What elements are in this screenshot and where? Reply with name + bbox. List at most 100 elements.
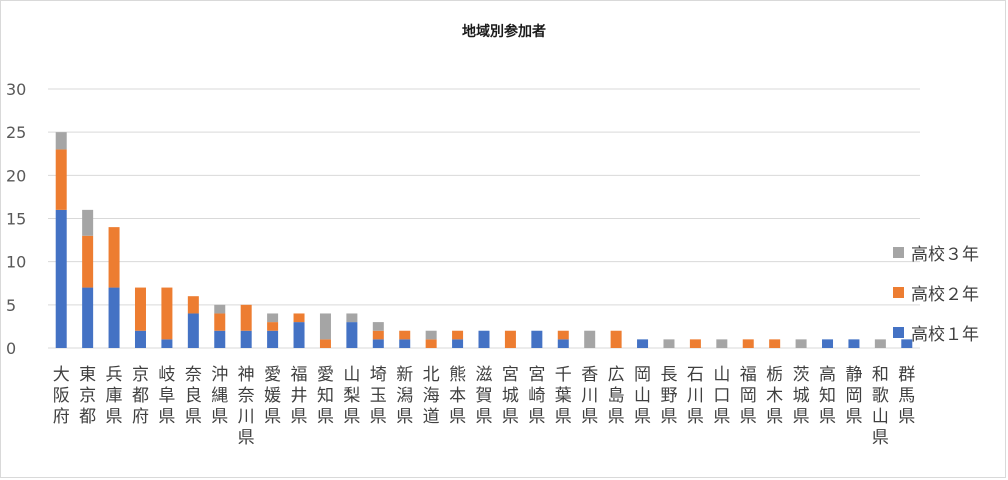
x-category-label: 岡山県 — [634, 365, 651, 427]
x-category-label: 高知県 — [819, 365, 836, 427]
x-category-label: 静岡県 — [845, 365, 862, 427]
bar-segment — [795, 339, 807, 348]
x-category-label: 岐阜県 — [158, 365, 175, 427]
x-axis-labels: 大阪府東京都兵庫県京都府岐阜県奈良県沖縄県神奈川県愛媛県福井県愛知県山梨県埼玉県… — [53, 365, 916, 448]
bar-segment — [769, 339, 781, 348]
x-category-label: 沖縄県 — [211, 365, 228, 427]
y-tick-label: 25 — [6, 123, 26, 142]
x-category-label: 宮城県 — [502, 365, 519, 427]
x-category-label: 大阪府 — [53, 365, 70, 427]
x-category-label: 福井県 — [291, 365, 308, 427]
bar-segment — [134, 287, 146, 331]
y-tick-label: 5 — [6, 296, 16, 315]
bar-segment — [267, 330, 279, 348]
x-category-label: 石川県 — [687, 365, 704, 427]
y-tick-label: 20 — [6, 166, 26, 185]
x-category-label: 愛知県 — [317, 365, 334, 427]
bar-segment — [267, 313, 279, 323]
x-category-label: 北海道 — [423, 365, 440, 427]
x-category-label: 山梨県 — [343, 365, 360, 427]
legend-label: 高校１年 — [911, 325, 979, 345]
legend-swatch — [893, 247, 904, 258]
x-category-label: 神奈川県 — [238, 365, 255, 448]
bar-segment — [346, 322, 358, 348]
legend-label: 高校３年 — [911, 245, 979, 265]
bar-segment — [848, 339, 860, 348]
bar-segment — [55, 149, 67, 210]
bar-segment — [610, 330, 622, 348]
bar-segment — [425, 330, 437, 340]
y-tick-label: 10 — [6, 253, 26, 272]
x-category-label: 兵庫県 — [106, 365, 123, 427]
x-category-label: 長野県 — [660, 365, 677, 427]
bar-segment — [240, 330, 252, 348]
bar-segment — [82, 209, 94, 236]
bar-segment — [399, 330, 411, 340]
x-category-label: 茨城県 — [793, 365, 810, 427]
x-category-label: 奈良県 — [185, 365, 202, 427]
bar-segment — [214, 304, 226, 314]
bar-segment — [874, 339, 886, 348]
legend-label: 高校２年 — [911, 285, 979, 305]
bar-segment — [187, 296, 199, 314]
bar-segment — [82, 287, 94, 348]
bar-segment — [742, 339, 754, 348]
bar-segment — [557, 339, 569, 348]
bar-segment — [399, 339, 411, 348]
bar-segment — [425, 339, 437, 348]
legend-swatch — [893, 287, 904, 298]
bar-segment — [134, 330, 146, 348]
bar-segment — [452, 330, 464, 340]
x-category-label: 山口県 — [713, 365, 730, 427]
bar-segment — [504, 330, 516, 348]
x-category-label: 京都府 — [132, 365, 149, 427]
bar-segment — [372, 339, 384, 348]
bar-segment — [187, 313, 199, 348]
chart-title: 地域別参加者 — [462, 24, 546, 40]
bar-segment — [161, 287, 173, 340]
bar-segment — [108, 287, 120, 348]
x-category-label: 栃木県 — [766, 365, 783, 427]
bar-segment — [214, 330, 226, 348]
bar-segment — [55, 209, 67, 348]
x-category-label: 群馬県 — [898, 365, 915, 427]
bar-segment — [214, 313, 226, 331]
bar-segment — [161, 339, 173, 348]
bar-segment — [637, 339, 649, 348]
bar-segment — [478, 330, 490, 348]
bar-segment — [293, 322, 305, 348]
bar-segment — [240, 304, 252, 331]
y-tick-label: 0 — [6, 339, 16, 358]
x-category-label: 香川県 — [581, 365, 598, 427]
x-category-label: 滋賀県 — [476, 365, 493, 427]
x-category-label: 東京都 — [79, 365, 96, 427]
bar-segment — [372, 330, 384, 340]
x-category-label: 福岡県 — [740, 365, 757, 427]
bar-segment — [663, 339, 675, 348]
bar-segment — [822, 339, 834, 348]
bar-segment — [108, 227, 120, 288]
y-tick-label: 15 — [6, 210, 26, 229]
bars — [55, 132, 913, 348]
y-tick-label: 30 — [6, 80, 26, 99]
legend-swatch — [893, 327, 904, 338]
x-category-label: 宮崎県 — [528, 365, 545, 427]
gridlines — [48, 88, 920, 349]
x-category-label: 千葉県 — [555, 365, 572, 427]
x-category-label: 埼玉県 — [370, 365, 387, 427]
bar-segment — [319, 339, 331, 348]
bar-segment — [372, 322, 384, 331]
y-axis-ticks: 0 5 10 15 20 25 30 — [6, 80, 26, 358]
bar-segment — [716, 339, 728, 348]
x-category-label: 和歌山県 — [872, 365, 889, 448]
bar-segment — [557, 330, 569, 340]
bar-segment — [452, 339, 464, 348]
bar-segment — [82, 235, 94, 288]
bar-segment — [267, 322, 279, 331]
bar-segment — [531, 330, 543, 348]
bar-segment — [901, 339, 913, 348]
bar-segment — [293, 313, 305, 323]
